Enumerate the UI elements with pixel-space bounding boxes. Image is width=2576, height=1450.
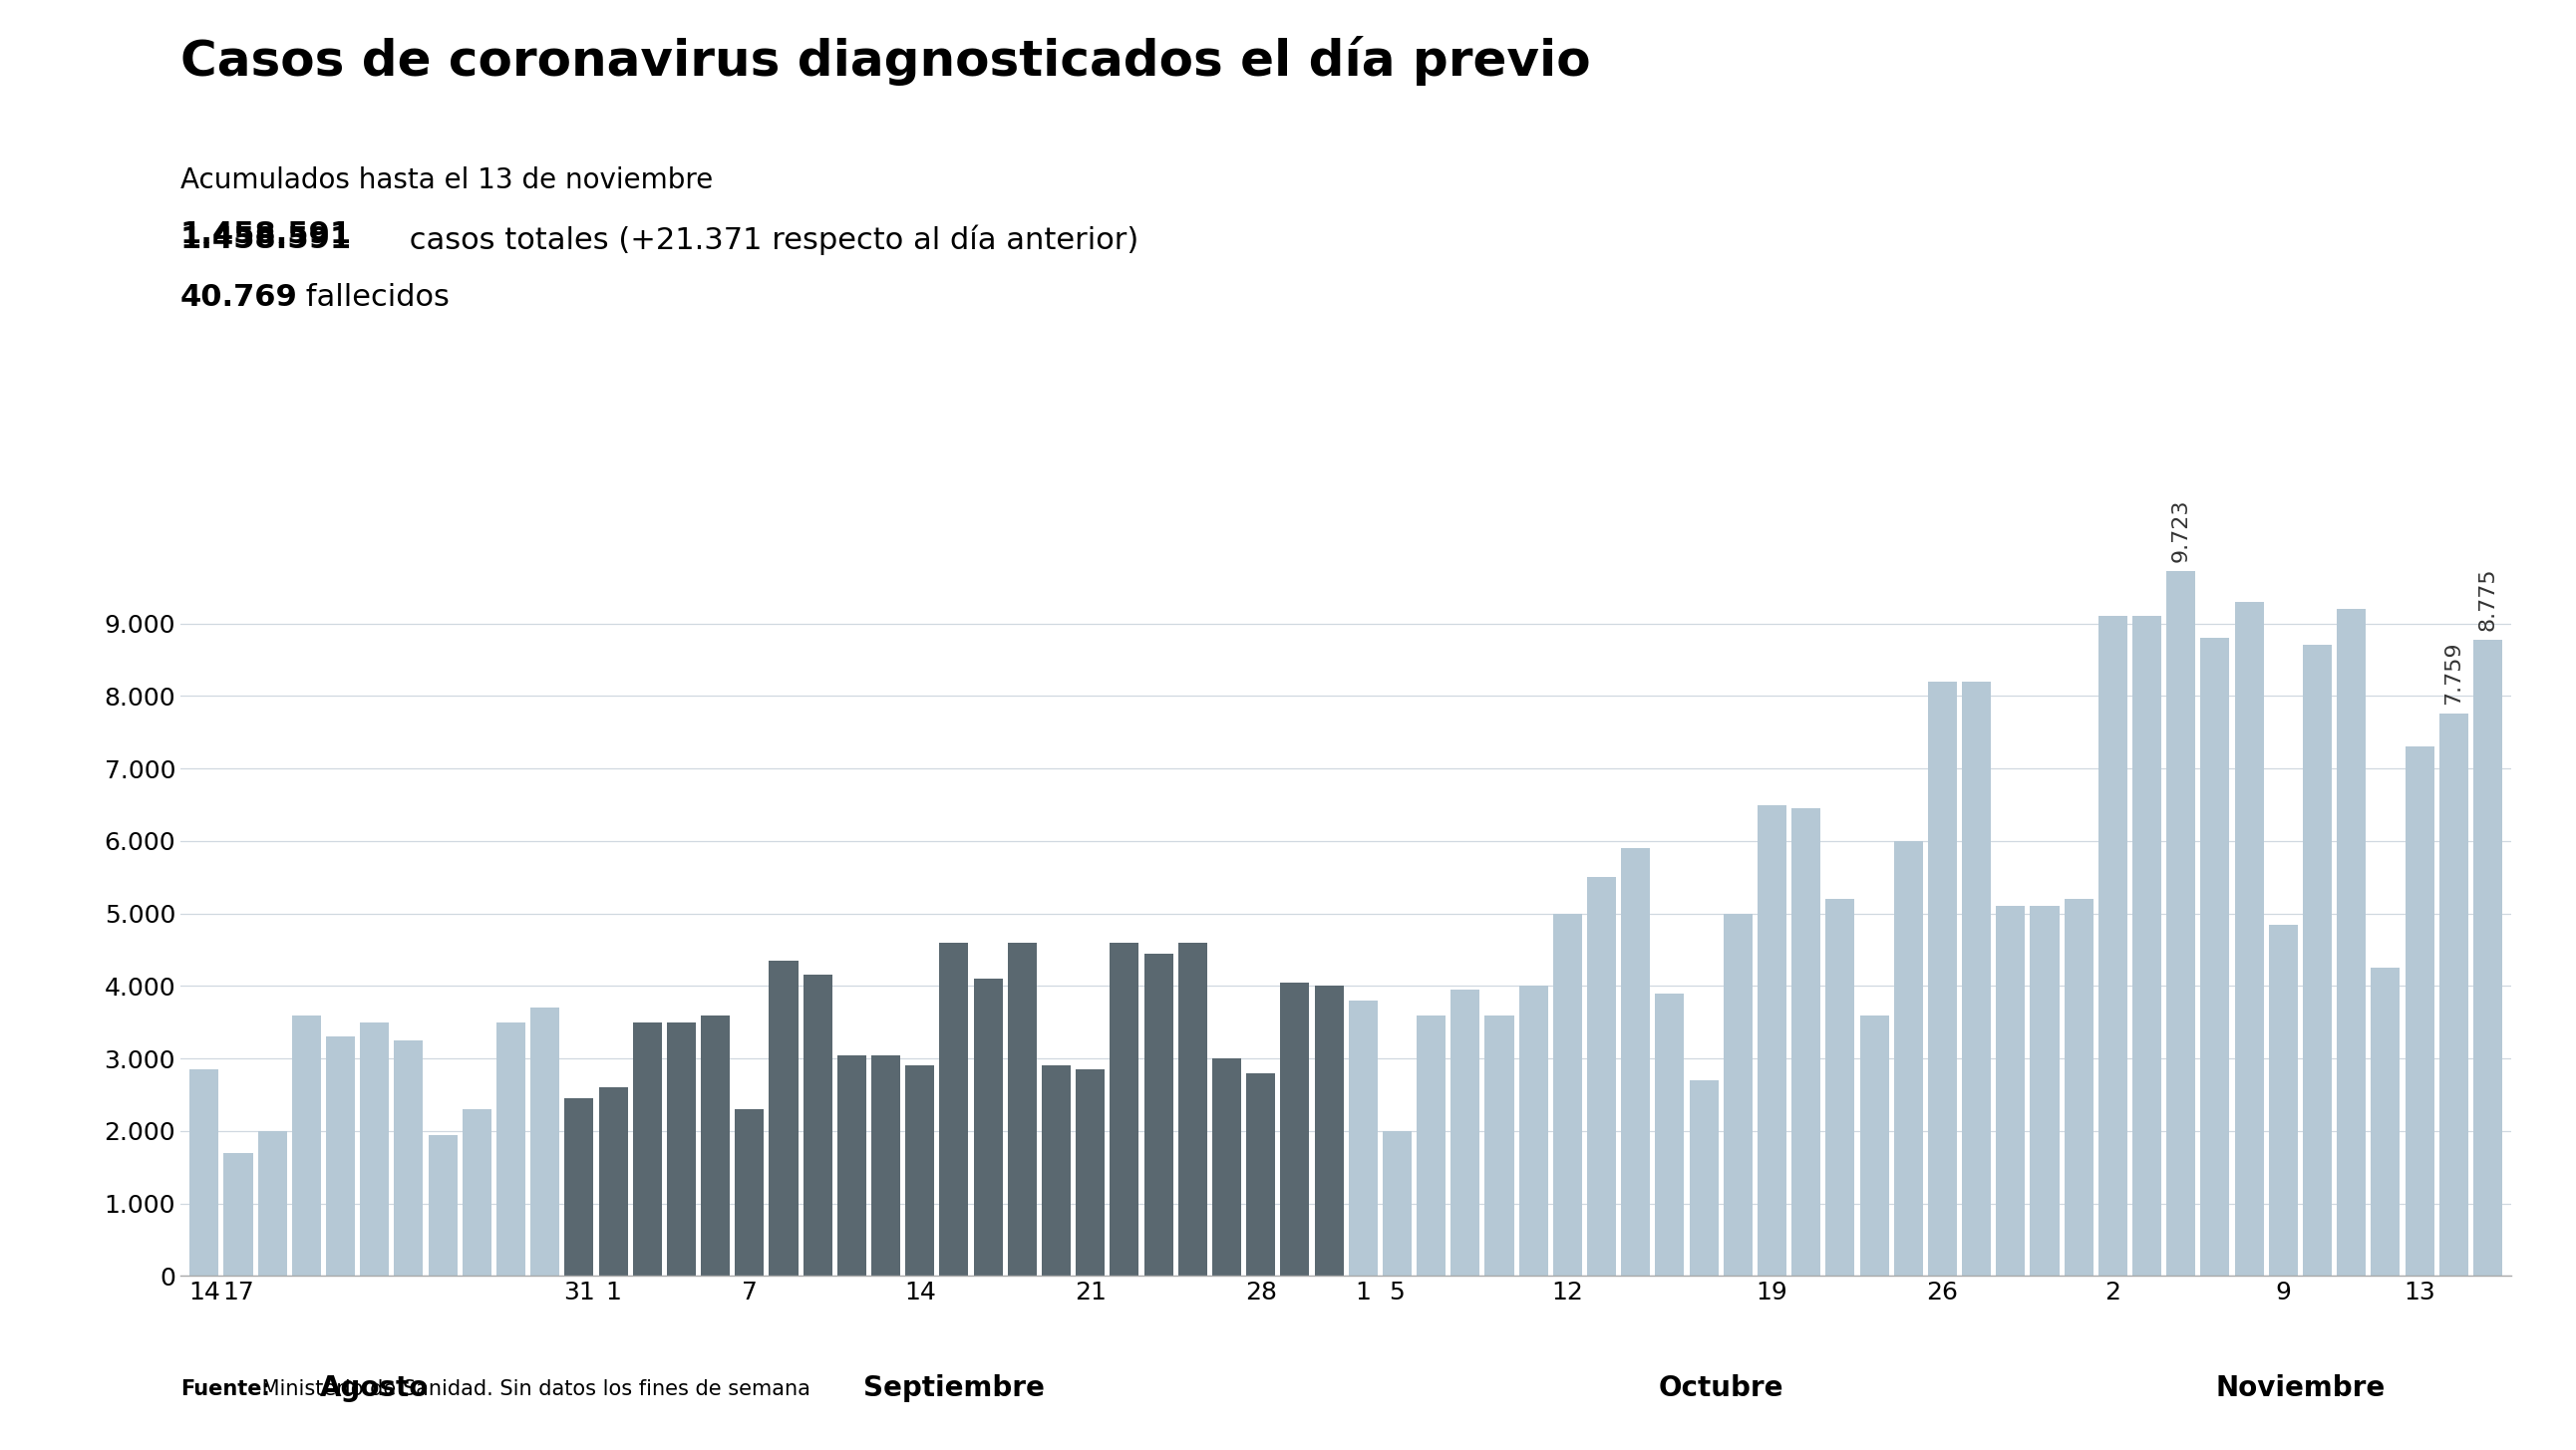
Bar	[2063, 899, 2094, 1276]
Bar	[2406, 747, 2434, 1276]
Bar	[837, 1056, 866, 1276]
Bar	[2099, 616, 2128, 1276]
Text: Septiembre: Septiembre	[863, 1375, 1046, 1402]
Bar	[1927, 681, 1958, 1276]
Text: 8.775: 8.775	[2478, 568, 2499, 631]
Bar	[461, 1109, 492, 1276]
Bar	[327, 1037, 355, 1276]
Bar	[701, 1015, 729, 1276]
Bar	[531, 1008, 559, 1276]
Text: 40.769: 40.769	[180, 283, 299, 312]
Bar	[1587, 877, 1615, 1276]
Bar	[497, 1022, 526, 1276]
Bar	[2370, 969, 2401, 1276]
Text: Octubre: Octubre	[1659, 1375, 1783, 1402]
Bar	[2439, 713, 2468, 1276]
Bar	[1417, 1015, 1445, 1276]
Bar	[1553, 914, 1582, 1276]
Bar	[1484, 1015, 1515, 1276]
Bar	[974, 979, 1002, 1276]
Text: Noviembre: Noviembre	[2215, 1375, 2385, 1402]
Bar	[191, 1070, 219, 1276]
Bar	[2133, 616, 2161, 1276]
Text: Ministerio de Sanidad. Sin datos los fines de semana: Ministerio de Sanidad. Sin datos los fin…	[255, 1379, 811, 1399]
Bar	[2030, 906, 2058, 1276]
Bar	[1963, 681, 1991, 1276]
Bar	[1450, 989, 1479, 1276]
Bar	[224, 1153, 252, 1276]
Bar	[2200, 638, 2231, 1276]
Bar	[667, 1022, 696, 1276]
Bar	[1041, 1066, 1072, 1276]
Bar	[1144, 954, 1172, 1276]
Bar	[1996, 906, 2025, 1276]
Bar	[361, 1022, 389, 1276]
Text: Fuente:: Fuente:	[180, 1379, 270, 1399]
Bar	[1520, 986, 1548, 1276]
Text: 7.759: 7.759	[2445, 641, 2463, 705]
Text: 9.723: 9.723	[2172, 499, 2192, 563]
Bar	[871, 1056, 902, 1276]
Bar	[1007, 942, 1036, 1276]
Text: fallecidos: fallecidos	[296, 283, 451, 312]
Bar	[1826, 899, 1855, 1276]
Text: Casos de coronavirus diagnosticados el día previo: Casos de coronavirus diagnosticados el d…	[180, 36, 1589, 86]
Bar	[904, 1066, 935, 1276]
Bar	[1110, 942, 1139, 1276]
Bar	[1247, 1073, 1275, 1276]
Bar	[2233, 602, 2264, 1276]
Bar	[2269, 925, 2298, 1276]
Bar	[428, 1134, 459, 1276]
Bar	[2303, 645, 2331, 1276]
Bar	[2336, 609, 2365, 1276]
Bar	[394, 1041, 422, 1276]
Bar	[634, 1022, 662, 1276]
Bar	[1213, 1058, 1242, 1276]
Text: 1.458.591: 1.458.591	[180, 220, 353, 249]
Bar	[258, 1131, 286, 1276]
Bar	[1790, 809, 1821, 1276]
Text: 1.458.591 casos totales (+21.371 respecto al día anterior): 1.458.591 casos totales (+21.371 respect…	[180, 225, 1074, 255]
Text: 1.458.591 casos totales (+21.371 respecto al día anterior): 1.458.591 casos totales (+21.371 respect…	[180, 220, 1074, 251]
Bar	[1757, 805, 1788, 1276]
Bar	[1280, 983, 1309, 1276]
Bar	[1314, 986, 1345, 1276]
Bar	[1177, 942, 1208, 1276]
Bar	[564, 1099, 592, 1276]
Bar	[2473, 639, 2501, 1276]
Bar	[2166, 571, 2195, 1276]
Bar	[598, 1088, 629, 1276]
Bar	[291, 1015, 322, 1276]
Text: 1.458.591: 1.458.591	[180, 225, 353, 254]
Text: Agosto: Agosto	[319, 1375, 430, 1402]
Bar	[804, 976, 832, 1276]
Bar	[1723, 914, 1752, 1276]
Bar	[1620, 848, 1651, 1276]
Bar	[1383, 1131, 1412, 1276]
Bar	[1656, 993, 1685, 1276]
Bar	[1893, 841, 1922, 1276]
Bar	[1860, 1015, 1888, 1276]
Text: Acumulados hasta el 13 de noviembre: Acumulados hasta el 13 de noviembre	[180, 167, 714, 194]
Text: casos totales (+21.371 respecto al día anterior): casos totales (+21.371 respecto al día a…	[399, 225, 1139, 255]
Bar	[1077, 1070, 1105, 1276]
Bar	[1690, 1080, 1718, 1276]
Bar	[734, 1109, 765, 1276]
Bar	[1347, 1000, 1378, 1276]
Bar	[770, 960, 799, 1276]
Bar	[940, 942, 969, 1276]
